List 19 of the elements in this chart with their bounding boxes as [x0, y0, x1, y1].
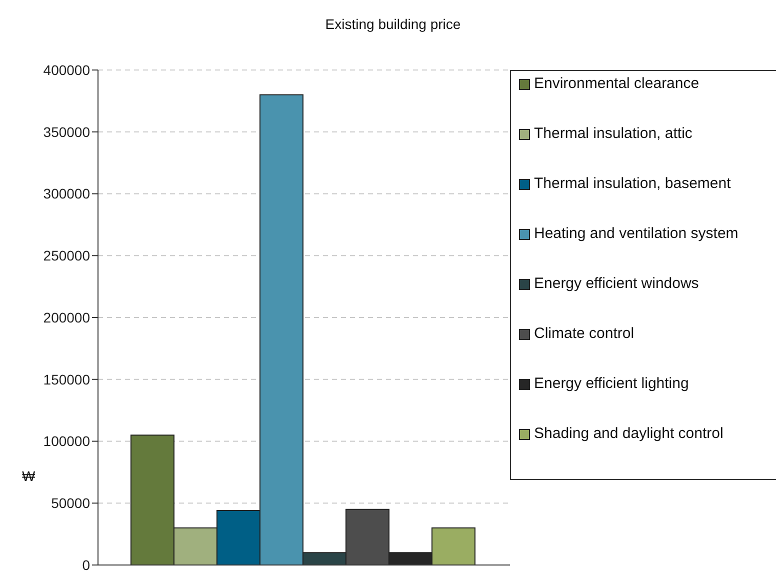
y-tick-label: 250000 [43, 248, 90, 264]
legend-label: Energy efficient windows [534, 275, 699, 292]
y-tick-label: 100000 [43, 433, 90, 450]
chart-title: Existing building price [324, 15, 462, 34]
legend-label: Shading and daylight control [534, 425, 724, 442]
y-tick-label: 350000 [43, 124, 90, 140]
legend-label: Environmental clearance [534, 75, 700, 92]
legend-label: Climate control [534, 325, 634, 342]
y-tick-label: 0 [82, 556, 90, 572]
y-tick-label: 50000 [51, 495, 90, 512]
legend-label: Energy efficient lighting [534, 375, 689, 392]
legend-label: Thermal insulation, attic [534, 125, 692, 142]
legend-label: Heating and ventilation system [534, 225, 738, 242]
y-tick-label: 400000 [43, 62, 90, 78]
y-axis-title: ₩ [22, 468, 36, 484]
y-tick-label: 300000 [43, 186, 90, 202]
y-tick-label: 200000 [43, 309, 90, 326]
legend-label: Thermal insulation, basement [534, 175, 731, 192]
y-tick-label: 150000 [43, 371, 90, 388]
